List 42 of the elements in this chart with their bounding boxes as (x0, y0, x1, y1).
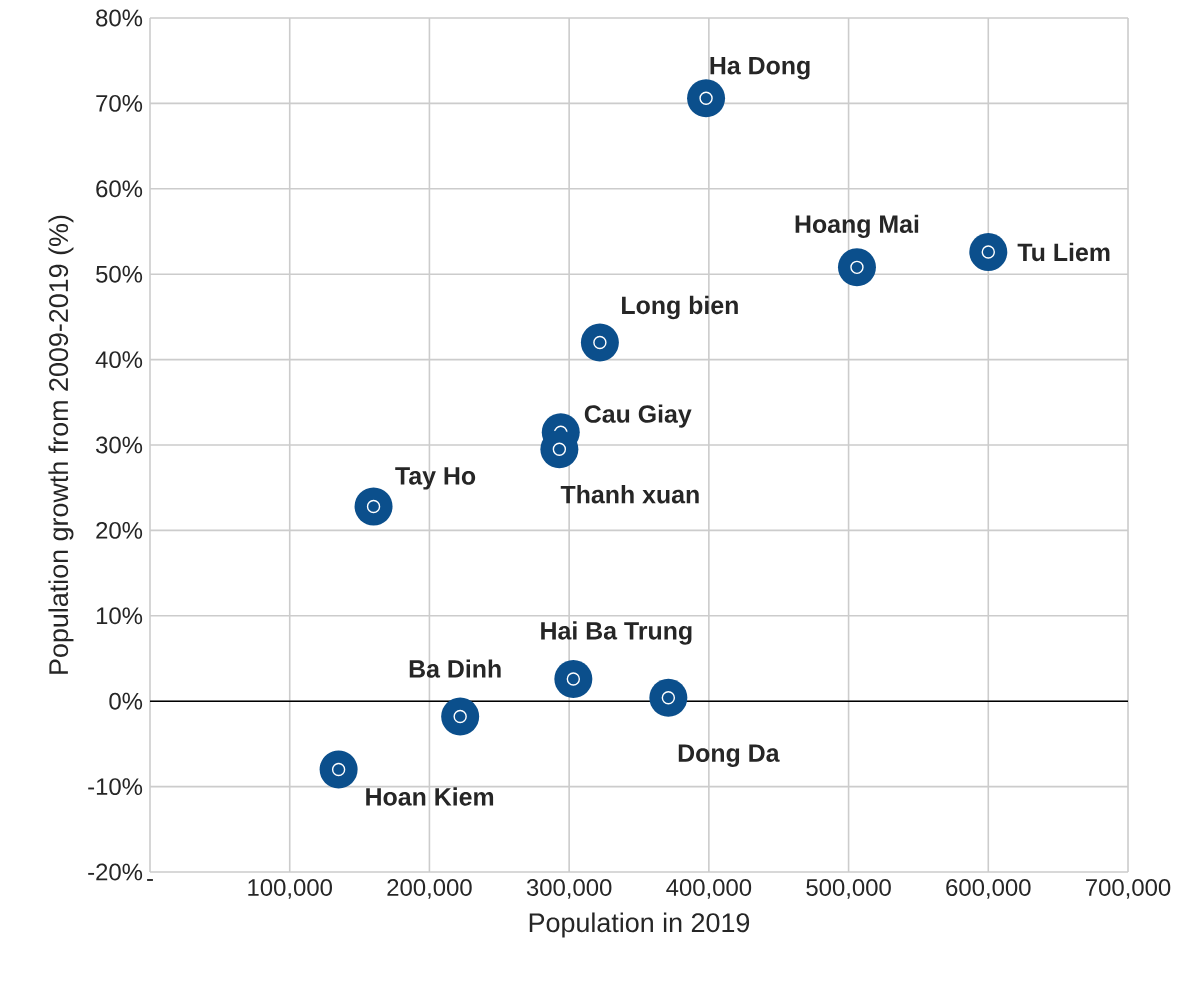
point (580, 323, 619, 362)
annotation: Long bien (622, 295, 738, 320)
annotation: Ha Dong (710, 57, 810, 80)
x-tick-label: 600,000 (946, 879, 1031, 899)
point (837, 248, 876, 287)
x-tick-label: 200,000 (387, 879, 472, 899)
point (969, 232, 1008, 271)
point (554, 659, 593, 698)
annotation: Cau Giay (584, 404, 692, 428)
annotation: Tay Ho (395, 467, 476, 490)
y-axis-title: Population growth from 2009-2019 (%) (48, 215, 74, 674)
y-tick-label: 40% (95, 351, 143, 369)
annotation: Hai Ba Trung (541, 621, 692, 645)
x-tick-label: - (147, 879, 153, 881)
y-tick-label: 30% (96, 436, 143, 454)
point (649, 678, 688, 717)
annotation: Thanh xuan (560, 485, 699, 504)
y-tick-label: 70% (96, 94, 143, 112)
point (354, 487, 393, 526)
y-tick-label: -20% (88, 863, 143, 881)
y-tick-label: 50% (96, 265, 143, 283)
annotation: Hoan Kiem (366, 787, 494, 806)
point (319, 750, 358, 789)
x-tick-label: 700,000 (1086, 879, 1171, 899)
y-tick-label: 0% (109, 692, 143, 710)
point (687, 79, 726, 118)
annotation: Ba Dinh (409, 659, 501, 678)
point (441, 697, 480, 736)
annotation: Hoang Mai (795, 214, 919, 239)
y-tick-label: 60% (96, 180, 143, 198)
x-tick-label: 400,000 (666, 879, 752, 899)
y-tick-label: 80% (96, 9, 143, 27)
annotation: Tu Liem (1017, 242, 1110, 262)
y-tick-label: 20% (96, 521, 143, 539)
x-tick-label: 100,000 (248, 879, 332, 899)
x-tick-label: 500,000 (806, 879, 891, 899)
y-tick-label: 10% (96, 607, 143, 625)
point (540, 430, 579, 469)
x-tick-label: 300,000 (526, 879, 612, 899)
y-tick-label: -10% (88, 778, 143, 796)
x-axis-title: Population in 2019 (529, 912, 750, 938)
annotation: Dong Da (678, 744, 780, 767)
